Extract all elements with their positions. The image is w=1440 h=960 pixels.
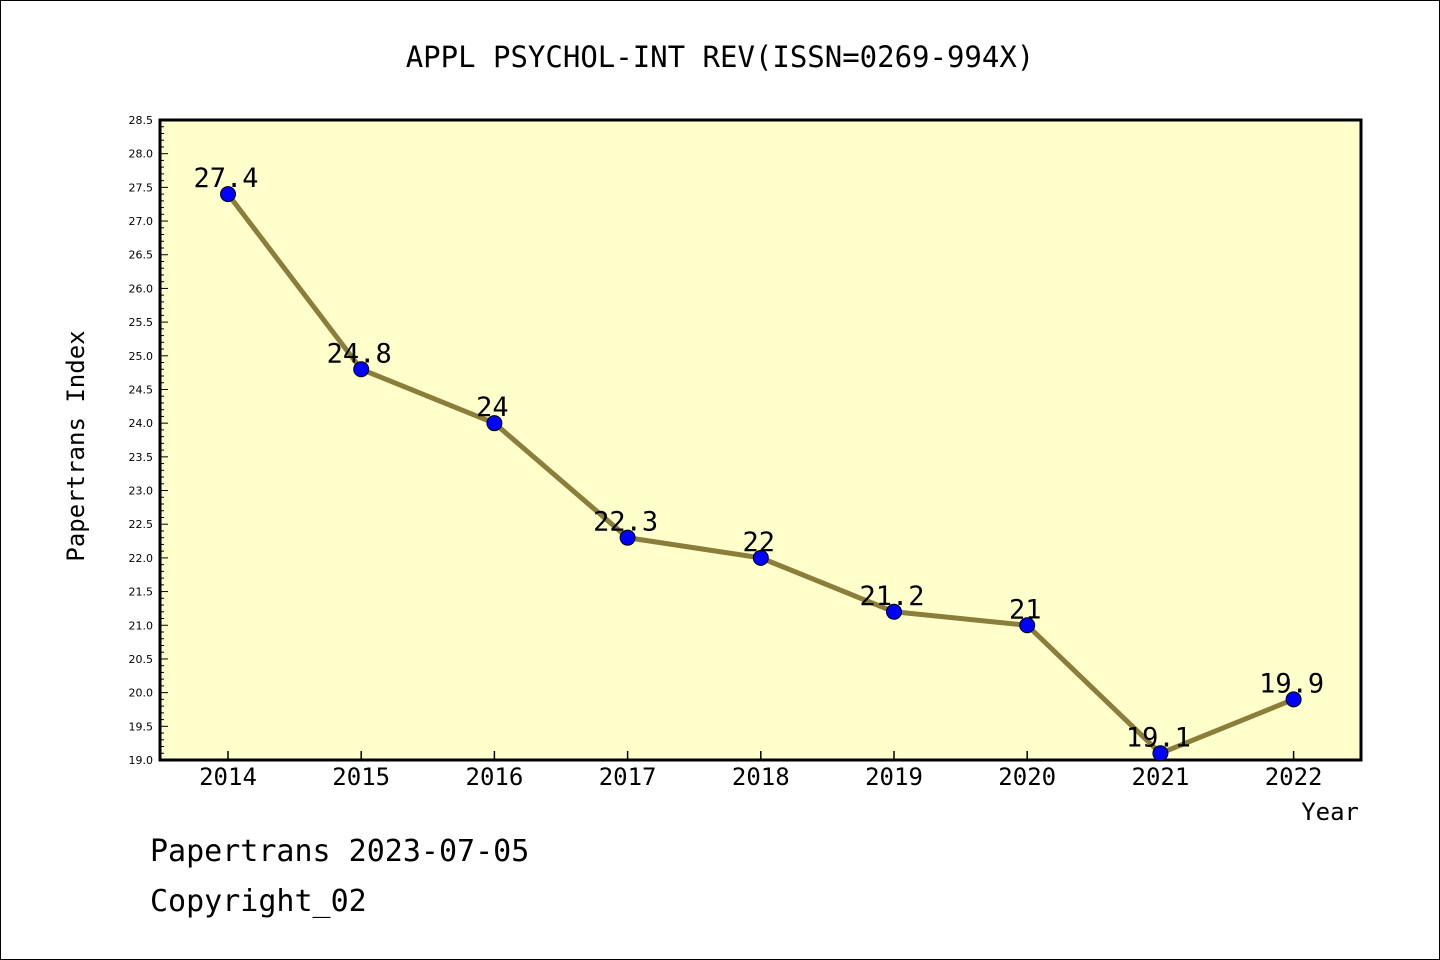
x-axis-label: Year bbox=[1301, 798, 1359, 826]
data-label: 21 bbox=[1009, 594, 1042, 625]
y-tick-label: 23.0 bbox=[129, 485, 154, 498]
y-tick-label: 27.0 bbox=[129, 215, 154, 228]
y-tick-label: 20.0 bbox=[129, 687, 154, 700]
data-label: 22 bbox=[743, 527, 776, 558]
y-tick-label: 25.5 bbox=[129, 316, 154, 329]
y-tick-label: 24.5 bbox=[129, 383, 154, 396]
data-point bbox=[353, 361, 370, 378]
data-point bbox=[752, 549, 769, 566]
data-point bbox=[1019, 617, 1036, 634]
data-point bbox=[220, 186, 236, 203]
y-tick-label: 22.5 bbox=[129, 518, 154, 531]
y-tick-label: 19.5 bbox=[129, 720, 154, 733]
x-tick-label: 2014 bbox=[199, 763, 257, 791]
x-tick-label: 2017 bbox=[599, 763, 657, 791]
y-tick-label: 26.0 bbox=[129, 282, 154, 295]
footer-copyright-line: Copyright_02 bbox=[150, 884, 367, 919]
x-tick-label: 2022 bbox=[1265, 763, 1323, 791]
y-tick-label: 28.5 bbox=[129, 114, 154, 127]
data-label: 19.9 bbox=[1259, 668, 1324, 699]
data-point bbox=[886, 603, 902, 620]
data-point bbox=[619, 529, 636, 546]
x-tick-label: 2021 bbox=[1132, 763, 1190, 791]
x-tick-label: 2015 bbox=[332, 763, 390, 791]
data-label: 19.1 bbox=[1126, 722, 1191, 753]
plot-area bbox=[158, 118, 1363, 762]
y-tick-label: 20.5 bbox=[129, 653, 154, 666]
y-tick-label: 26.5 bbox=[129, 249, 154, 262]
y-tick-label: 21.5 bbox=[129, 586, 154, 599]
y-tick-label: 19.0 bbox=[129, 754, 154, 767]
chart-title: APPL PSYCHOL-INT REV(ISSN=0269-994X) bbox=[406, 40, 1035, 74]
data-label: 27.4 bbox=[193, 163, 258, 194]
x-axis: 2014 2015 2016 2017 2018 2019 2020 2021 2022 bbox=[199, 751, 1322, 791]
x-tick-label: 2018 bbox=[732, 763, 790, 791]
data-label: 24.8 bbox=[327, 338, 392, 369]
data-label: 22.3 bbox=[593, 507, 658, 538]
y-tick-label: 24.0 bbox=[129, 417, 154, 430]
y-axis-label: Papertrans Index bbox=[62, 330, 90, 561]
y-tick-label: 22.0 bbox=[129, 552, 154, 565]
series-layer: 27.4 24.8 24 22.3 22 21.2 21 19.1 19.9 bbox=[193, 163, 1324, 762]
x-tick-label: 2019 bbox=[865, 763, 923, 791]
y-tick-label: 23.5 bbox=[129, 451, 154, 464]
data-point bbox=[1152, 745, 1169, 762]
data-point bbox=[486, 415, 503, 432]
y-tick-label: 27.5 bbox=[129, 181, 154, 194]
y-tick-label: 25.0 bbox=[129, 350, 154, 363]
y-tick-label: 21.0 bbox=[129, 619, 154, 632]
y-axis: 19.0 19.5 20.0 20.5 21.0 21.5 22.0 22.5 23.0 23.5… bbox=[129, 114, 168, 767]
data-label: 21.2 bbox=[859, 581, 924, 612]
x-tick-label: 2020 bbox=[998, 763, 1056, 791]
footer-date-line: Papertrans 2023-07-05 bbox=[150, 834, 530, 869]
y-tick-label: 28.0 bbox=[129, 148, 154, 161]
data-point bbox=[1285, 691, 1302, 708]
x-tick-label: 2016 bbox=[466, 763, 524, 791]
data-label: 24 bbox=[476, 392, 509, 423]
